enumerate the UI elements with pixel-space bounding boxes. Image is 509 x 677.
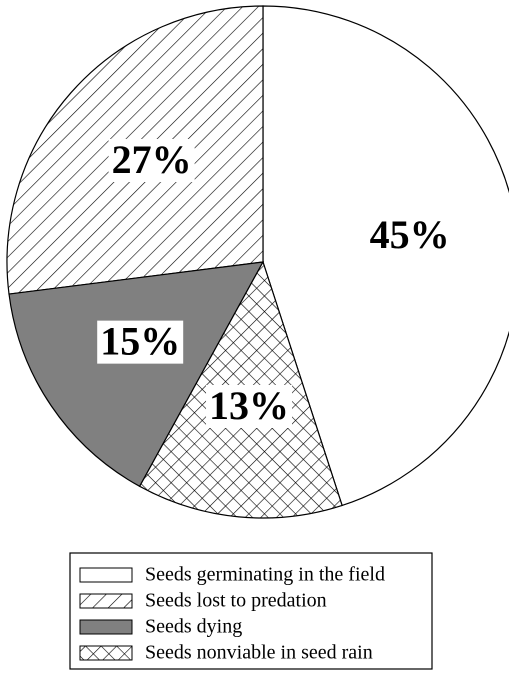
- label-background: [108, 138, 195, 182]
- legend-swatch: [79, 619, 133, 635]
- label-background: [97, 320, 184, 364]
- legend: Seeds germinating in the field Seeds lost…: [79, 564, 385, 664]
- label-background: [206, 384, 293, 429]
- data-label: 13%: [209, 383, 289, 428]
- data-labels: 45% 27% 15% 13%: [97, 137, 453, 429]
- legend-label: Seeds dying: [145, 616, 242, 638]
- data-label: 27%: [112, 137, 192, 182]
- legend-swatch: [79, 593, 133, 609]
- legend-label: Seeds lost to predation: [145, 590, 327, 612]
- legend-label: Seeds nonviable in seed rain: [145, 642, 373, 664]
- legend-label: Seeds germinating in the field: [145, 564, 385, 586]
- data-label: 15%: [100, 319, 180, 364]
- data-label: 45%: [370, 212, 450, 257]
- label-background: [366, 213, 453, 257]
- pie-slice: [8, 261, 265, 488]
- legend-swatch: [79, 645, 133, 661]
- legend-swatch: [79, 567, 133, 583]
- pie: [6, 5, 509, 519]
